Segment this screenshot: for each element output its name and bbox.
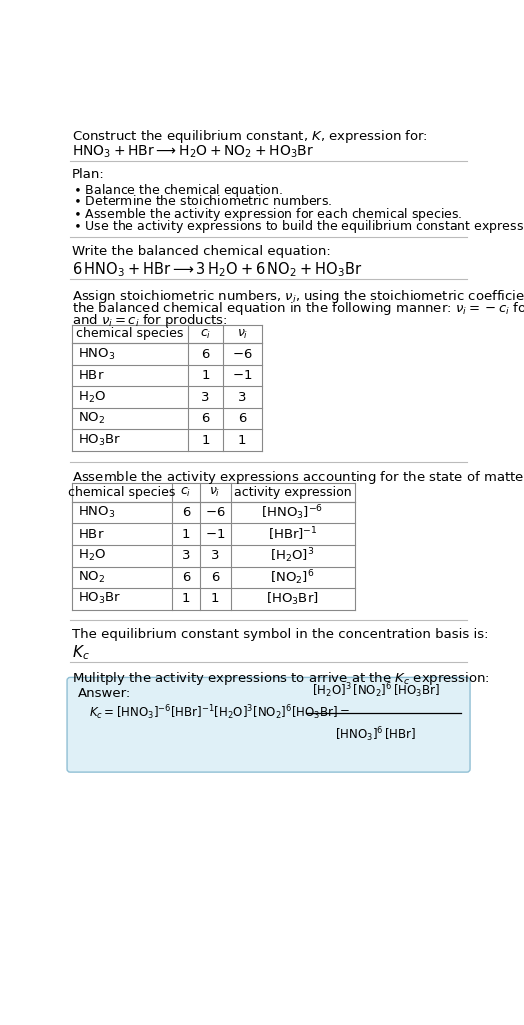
Text: $\mathrm{HNO_3}$: $\mathrm{HNO_3}$ — [78, 505, 115, 520]
Text: Mulitply the activity expressions to arrive at the $K_c$ expression:: Mulitply the activity expressions to arr… — [72, 669, 489, 687]
Text: 3: 3 — [238, 391, 246, 404]
Text: $\mathrm{HBr}$: $\mathrm{HBr}$ — [78, 369, 104, 382]
Text: $[\mathrm{HNO_3}]^6\,[\mathrm{HBr}]$: $[\mathrm{HNO_3}]^6\,[\mathrm{HBr}]$ — [335, 725, 416, 744]
Text: $\mathrm{HO_3Br}$: $\mathrm{HO_3Br}$ — [78, 591, 121, 607]
Text: chemical species: chemical species — [76, 327, 183, 340]
Text: $[\mathrm{NO_2}]^6$: $[\mathrm{NO_2}]^6$ — [270, 568, 315, 586]
Text: chemical species: chemical species — [69, 486, 176, 499]
Text: $K_c$: $K_c$ — [72, 644, 90, 662]
Text: $[\mathrm{H_2O}]^3\,[\mathrm{NO_2}]^6\,[\mathrm{HO_3Br}]$: $[\mathrm{H_2O}]^3\,[\mathrm{NO_2}]^6\,[… — [311, 682, 440, 700]
Text: $\mathrm{H_2O}$: $\mathrm{H_2O}$ — [78, 548, 106, 564]
Text: $[\mathrm{HO_3Br}]$: $[\mathrm{HO_3Br}]$ — [266, 590, 319, 607]
Text: $\mathrm{6\,HNO_3 + HBr \longrightarrow 3\,H_2O + 6\,NO_2 + HO_3Br}$: $\mathrm{6\,HNO_3 + HBr \longrightarrow … — [72, 260, 362, 279]
Text: the balanced chemical equation in the following manner: $\nu_i = -c_i$ for react: the balanced chemical equation in the fo… — [72, 300, 524, 317]
Text: $K_c = [\mathrm{HNO_3}]^{-6}[\mathrm{HBr}]^{-1}[\mathrm{H_2O}]^3[\mathrm{NO_2}]^: $K_c = [\mathrm{HNO_3}]^{-6}[\mathrm{HBr… — [89, 703, 350, 723]
Text: $\bullet$ Balance the chemical equation.: $\bullet$ Balance the chemical equation. — [73, 181, 283, 199]
Text: $[\mathrm{HBr}]^{-1}$: $[\mathrm{HBr}]^{-1}$ — [268, 526, 318, 543]
Text: 6: 6 — [182, 506, 190, 519]
Text: 3: 3 — [211, 549, 220, 563]
Text: 6: 6 — [211, 571, 219, 584]
Text: 1: 1 — [238, 434, 246, 447]
Text: 1: 1 — [211, 592, 220, 606]
Text: $\bullet$ Assemble the activity expression for each chemical species.: $\bullet$ Assemble the activity expressi… — [73, 206, 463, 223]
Text: $-1$: $-1$ — [205, 528, 225, 540]
Text: Plan:: Plan: — [72, 168, 104, 181]
Text: $[\mathrm{H_2O}]^3$: $[\mathrm{H_2O}]^3$ — [270, 546, 315, 565]
Text: 1: 1 — [182, 528, 190, 540]
Text: 6: 6 — [238, 412, 246, 425]
Text: $\bullet$ Use the activity expressions to build the equilibrium constant express: $\bullet$ Use the activity expressions t… — [73, 218, 524, 236]
Text: $-6$: $-6$ — [232, 347, 253, 361]
Text: activity expression: activity expression — [234, 486, 352, 499]
Text: $c_i$: $c_i$ — [180, 486, 192, 499]
Text: $\nu_i$: $\nu_i$ — [236, 327, 248, 340]
Text: $\mathrm{HBr}$: $\mathrm{HBr}$ — [78, 528, 104, 540]
Text: $\mathrm{HNO_3}$: $\mathrm{HNO_3}$ — [78, 346, 115, 362]
Text: 3: 3 — [201, 391, 210, 404]
Text: 6: 6 — [201, 347, 210, 361]
Text: The equilibrium constant symbol in the concentration basis is:: The equilibrium constant symbol in the c… — [72, 628, 488, 641]
Text: Assign stoichiometric numbers, $\nu_i$, using the stoichiometric coefficients, $: Assign stoichiometric numbers, $\nu_i$, … — [72, 288, 524, 304]
Text: $-1$: $-1$ — [232, 369, 253, 382]
Text: and $\nu_i = c_i$ for products:: and $\nu_i = c_i$ for products: — [72, 313, 227, 329]
Text: Answer:: Answer: — [78, 687, 131, 700]
Text: 1: 1 — [182, 592, 190, 606]
Text: $\bullet$ Determine the stoichiometric numbers.: $\bullet$ Determine the stoichiometric n… — [73, 194, 332, 208]
Text: $\nu_i$: $\nu_i$ — [210, 486, 221, 499]
Text: 6: 6 — [201, 412, 210, 425]
Text: $\mathrm{HO_3Br}$: $\mathrm{HO_3Br}$ — [78, 433, 121, 448]
Text: 1: 1 — [201, 369, 210, 382]
Text: Write the balanced chemical equation:: Write the balanced chemical equation: — [72, 245, 331, 257]
Text: 3: 3 — [182, 549, 190, 563]
Text: $-6$: $-6$ — [205, 506, 225, 519]
Text: $\mathrm{NO_2}$: $\mathrm{NO_2}$ — [78, 411, 105, 426]
Text: $\mathrm{HNO_3 + HBr \longrightarrow H_2O + NO_2 + HO_3Br}$: $\mathrm{HNO_3 + HBr \longrightarrow H_2… — [72, 144, 314, 160]
Text: Assemble the activity expressions accounting for the state of matter and $\nu_i$: Assemble the activity expressions accoun… — [72, 469, 524, 487]
Text: Construct the equilibrium constant, $K$, expression for:: Construct the equilibrium constant, $K$,… — [72, 128, 428, 146]
Text: 6: 6 — [182, 571, 190, 584]
Text: $[\mathrm{HNO_3}]^{-6}$: $[\mathrm{HNO_3}]^{-6}$ — [261, 503, 324, 522]
Text: $\mathrm{NO_2}$: $\mathrm{NO_2}$ — [78, 570, 105, 585]
Text: $c_i$: $c_i$ — [200, 327, 211, 340]
Text: 1: 1 — [201, 434, 210, 447]
Text: $\mathrm{H_2O}$: $\mathrm{H_2O}$ — [78, 390, 106, 405]
FancyBboxPatch shape — [67, 678, 470, 772]
